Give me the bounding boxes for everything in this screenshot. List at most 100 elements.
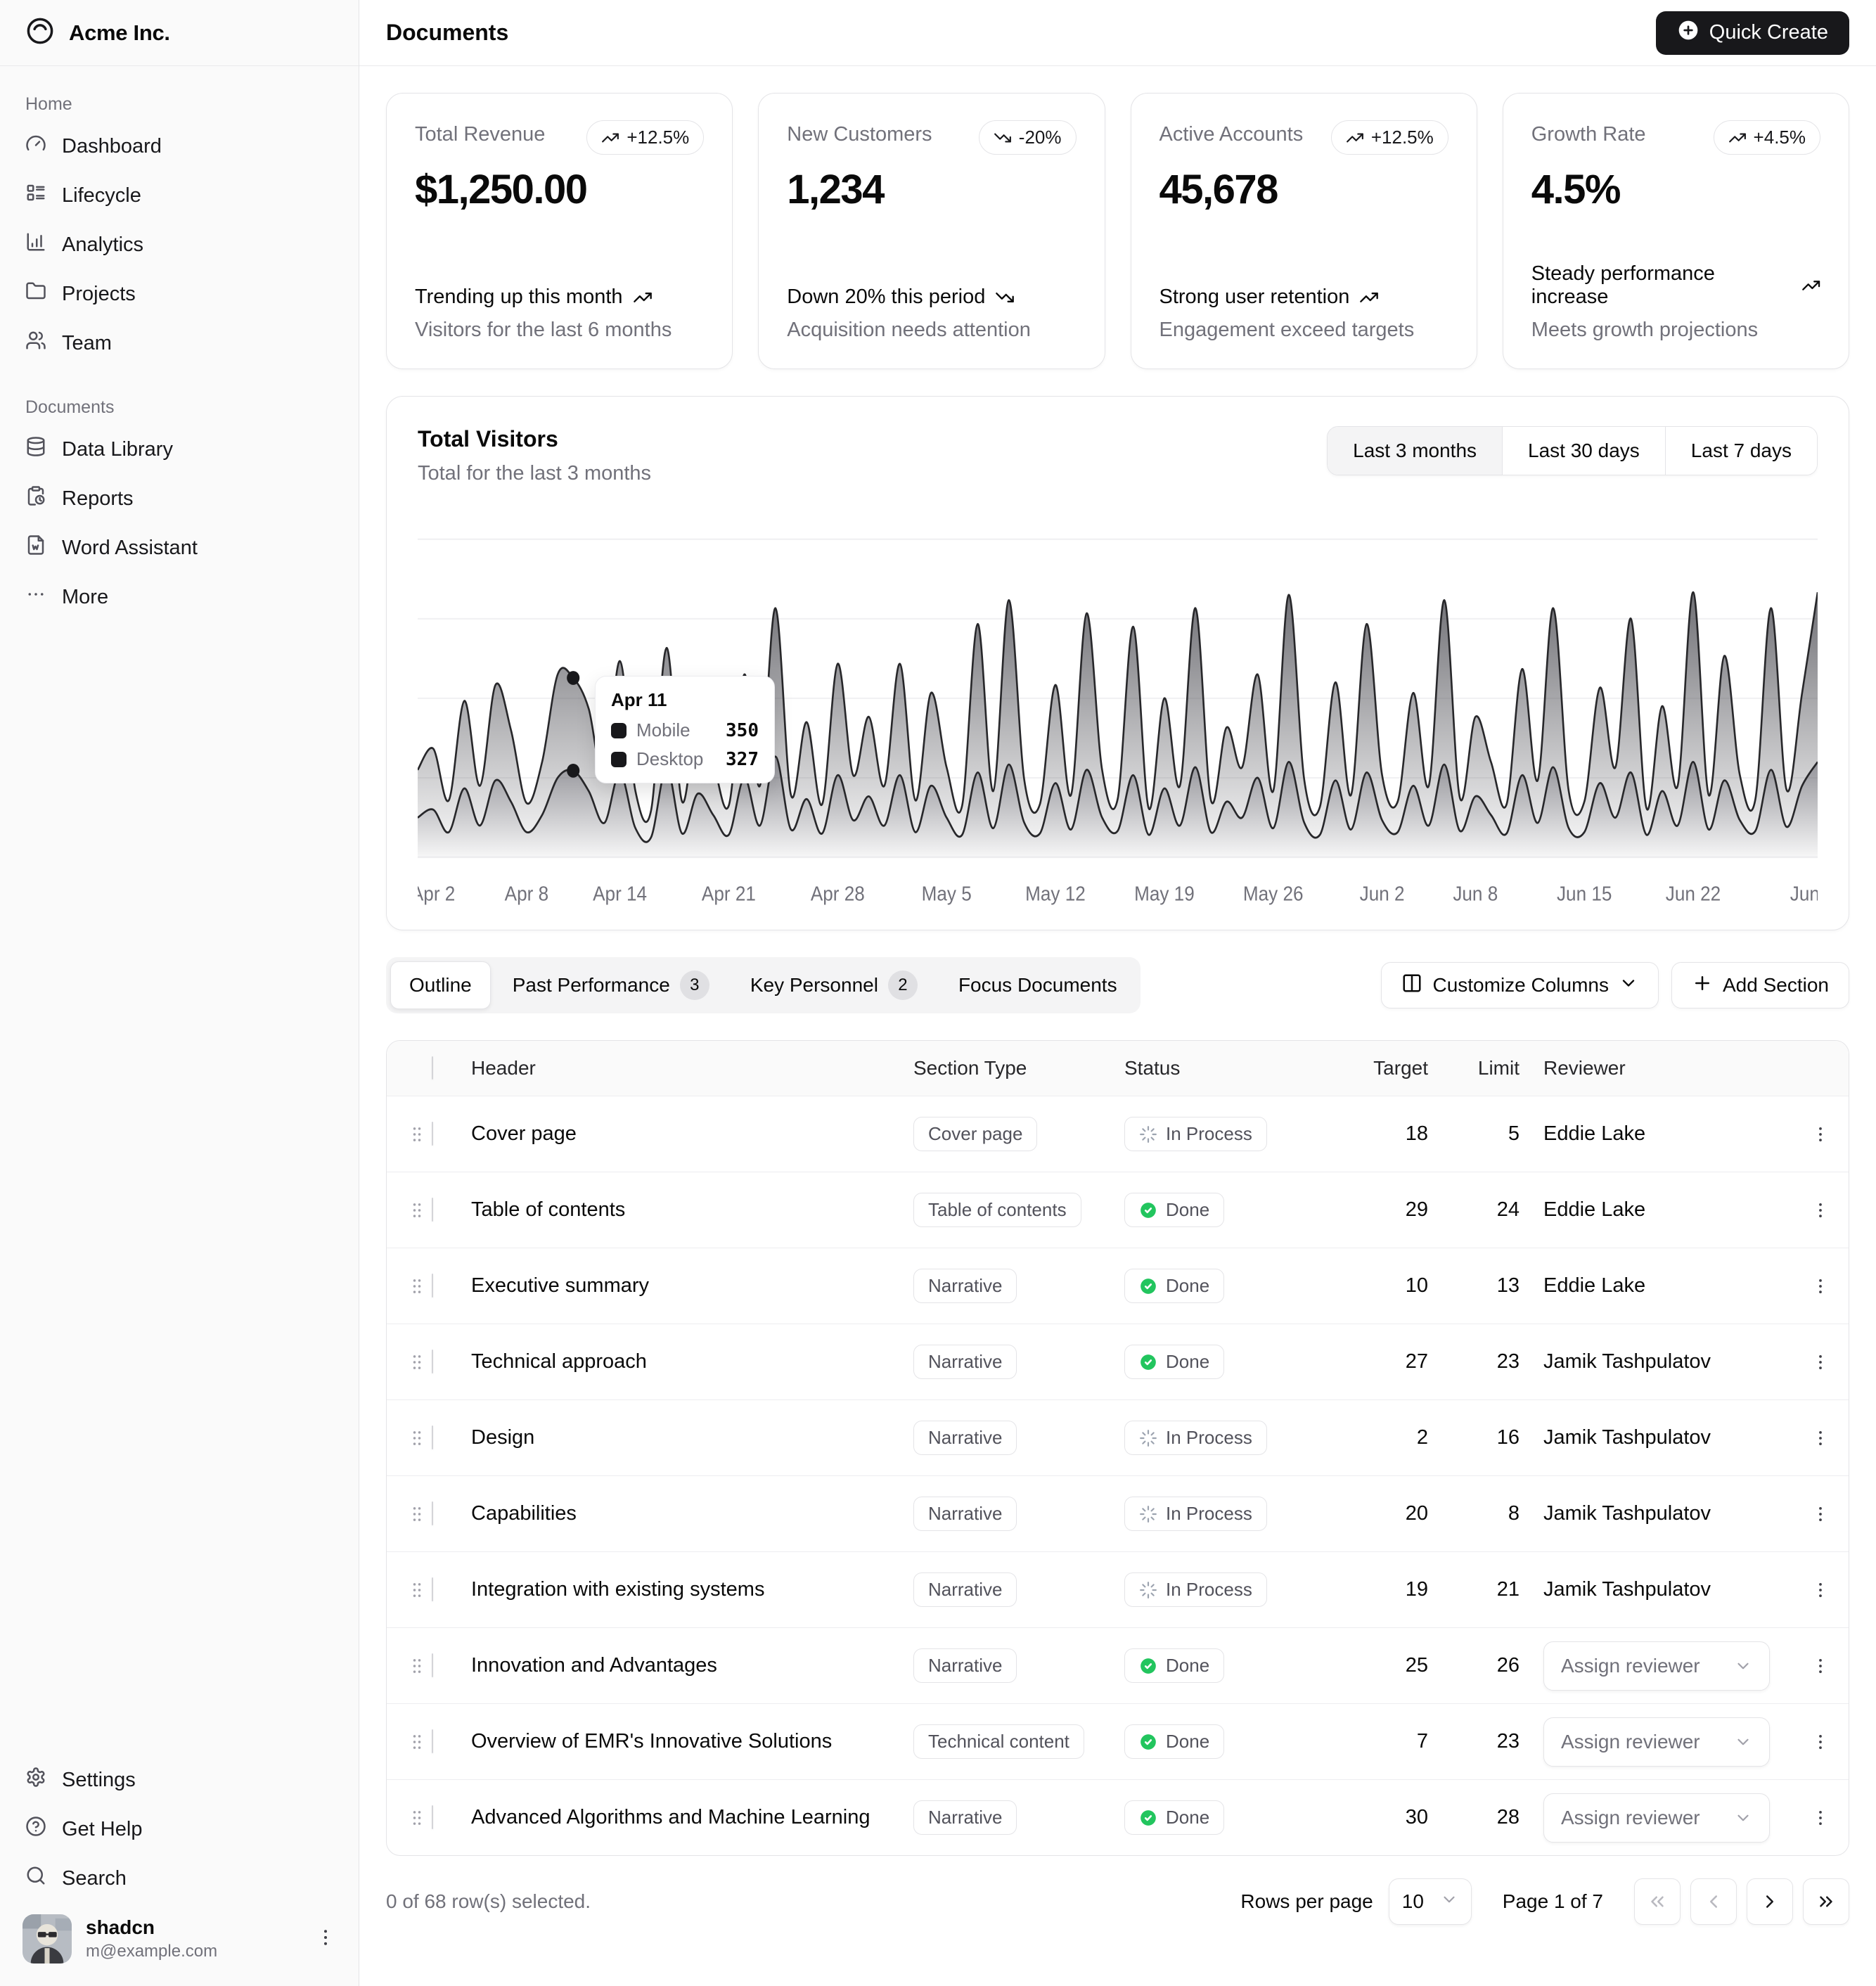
next-page-button[interactable] [1747, 1878, 1793, 1925]
svg-text:May 5: May 5 [922, 883, 972, 905]
target-cell[interactable]: 27 [1405, 1350, 1428, 1373]
target-cell[interactable]: 18 [1405, 1122, 1428, 1145]
row-menu-button[interactable] [1792, 1656, 1849, 1676]
sidebar-item-label: Reports [62, 487, 134, 510]
row-header-cell[interactable]: Design [471, 1426, 535, 1449]
sidebar-item-team[interactable]: Team [13, 319, 346, 368]
database-icon [27, 437, 45, 456]
row-checkbox[interactable] [432, 1122, 433, 1146]
rows-per-page-select[interactable]: 10 [1388, 1878, 1472, 1925]
sidebar-item-more[interactable]: More [13, 572, 346, 622]
row-checkbox[interactable] [432, 1577, 433, 1601]
assign-reviewer-select[interactable]: Assign reviewer [1543, 1793, 1770, 1843]
row-header-cell[interactable]: Advanced Algorithms and Machine Learning [471, 1806, 870, 1828]
target-cell[interactable]: 19 [1405, 1578, 1428, 1601]
limit-cell[interactable]: 24 [1496, 1198, 1520, 1221]
drag-handle[interactable] [387, 1428, 432, 1448]
user-menu-button[interactable] [315, 1927, 336, 1952]
select-all-checkbox[interactable] [432, 1056, 433, 1080]
previous-page-button[interactable] [1690, 1878, 1737, 1925]
row-header-cell[interactable]: Cover page [471, 1122, 577, 1145]
row-header-cell[interactable]: Table of contents [471, 1198, 626, 1221]
row-menu-button[interactable] [1792, 1200, 1849, 1220]
drag-handle[interactable] [387, 1504, 432, 1524]
limit-cell[interactable]: 16 [1496, 1426, 1520, 1449]
limit-cell[interactable]: 13 [1496, 1274, 1520, 1297]
add-section-button[interactable]: Add Section [1671, 962, 1849, 1008]
row-menu-button[interactable] [1792, 1125, 1849, 1144]
customize-columns-button[interactable]: Customize Columns [1381, 962, 1659, 1008]
tab-outline[interactable]: Outline [390, 961, 491, 1009]
tab-past-performance[interactable]: Past Performance 3 [494, 961, 728, 1009]
sidebar-item-word-assistant[interactable]: Word Assistant [13, 523, 346, 572]
tab-key-personnel[interactable]: Key Personnel 2 [731, 961, 937, 1009]
row-header-cell[interactable]: Integration with existing systems [471, 1578, 765, 1601]
range-tab-last-7-days[interactable]: Last 7 days [1664, 427, 1817, 475]
sidebar-item-search[interactable]: Search [13, 1854, 346, 1903]
row-menu-button[interactable] [1792, 1352, 1849, 1372]
target-cell[interactable]: 30 [1405, 1806, 1428, 1828]
last-page-button[interactable] [1803, 1878, 1849, 1925]
row-checkbox[interactable] [432, 1350, 433, 1373]
row-checkbox[interactable] [432, 1198, 433, 1222]
target-cell[interactable]: 29 [1405, 1198, 1428, 1221]
row-checkbox[interactable] [432, 1501, 433, 1525]
tab-focus-documents[interactable]: Focus Documents [939, 961, 1136, 1009]
svg-text:Jun 15: Jun 15 [1557, 883, 1612, 905]
sidebar-item-projects[interactable]: Projects [13, 269, 346, 319]
limit-cell[interactable]: 5 [1508, 1122, 1520, 1145]
limit-cell[interactable]: 23 [1496, 1730, 1520, 1753]
drag-handle[interactable] [387, 1125, 432, 1144]
quick-create-button[interactable]: Quick Create [1655, 11, 1849, 55]
row-checkbox[interactable] [432, 1653, 433, 1677]
limit-cell[interactable]: 23 [1496, 1350, 1520, 1373]
row-header-cell[interactable]: Capabilities [471, 1502, 577, 1525]
drag-handle[interactable] [387, 1352, 432, 1372]
target-cell[interactable]: 7 [1416, 1730, 1428, 1753]
row-menu-button[interactable] [1792, 1732, 1849, 1752]
limit-cell[interactable]: 26 [1496, 1654, 1520, 1677]
sidebar-item-lifecycle[interactable]: Lifecycle [13, 171, 346, 220]
row-checkbox[interactable] [432, 1426, 433, 1449]
user-row[interactable]: shadcn m@example.com [13, 1903, 346, 1975]
visitors-chart-card: Total Visitors Total for the last 3 mont… [386, 396, 1849, 930]
drag-handle[interactable] [387, 1276, 432, 1296]
sidebar-item-settings[interactable]: Settings [13, 1755, 346, 1805]
range-tab-last-30-days[interactable]: Last 30 days [1502, 427, 1665, 475]
assign-reviewer-select[interactable]: Assign reviewer [1543, 1717, 1770, 1767]
row-header-cell[interactable]: Innovation and Advantages [471, 1654, 717, 1677]
drag-handle[interactable] [387, 1656, 432, 1676]
row-menu-button[interactable] [1792, 1504, 1849, 1524]
sidebar-item-analytics[interactable]: Analytics [13, 220, 346, 269]
assign-reviewer-select[interactable]: Assign reviewer [1543, 1641, 1770, 1691]
limit-cell[interactable]: 21 [1496, 1578, 1520, 1601]
drag-handle[interactable] [387, 1200, 432, 1220]
row-menu-button[interactable] [1792, 1276, 1849, 1296]
target-cell[interactable]: 25 [1405, 1654, 1428, 1677]
row-checkbox[interactable] [432, 1274, 433, 1298]
row-header-cell[interactable]: Executive summary [471, 1274, 650, 1297]
drag-handle[interactable] [387, 1732, 432, 1752]
brand[interactable]: Acme Inc. [0, 0, 359, 66]
target-cell[interactable]: 10 [1405, 1274, 1428, 1297]
drag-handle[interactable] [387, 1808, 432, 1828]
first-page-button[interactable] [1634, 1878, 1681, 1925]
row-header-cell[interactable]: Overview of EMR's Innovative Solutions [471, 1730, 833, 1753]
sidebar-item-get-help[interactable]: Get Help [13, 1805, 346, 1854]
sidebar-item-reports[interactable]: Reports [13, 474, 346, 523]
target-cell[interactable]: 2 [1416, 1426, 1428, 1449]
row-menu-button[interactable] [1792, 1808, 1849, 1828]
row-menu-button[interactable] [1792, 1428, 1849, 1448]
target-cell[interactable]: 20 [1405, 1502, 1428, 1525]
limit-cell[interactable]: 28 [1496, 1806, 1520, 1828]
row-menu-button[interactable] [1792, 1580, 1849, 1600]
row-header-cell[interactable]: Technical approach [471, 1350, 647, 1373]
sidebar-item-data-library[interactable]: Data Library [13, 425, 346, 474]
row-checkbox[interactable] [432, 1729, 433, 1753]
trending-up-icon [633, 292, 652, 302]
sidebar-item-dashboard[interactable]: Dashboard [13, 122, 346, 171]
limit-cell[interactable]: 8 [1508, 1502, 1520, 1525]
range-tab-last-3-months[interactable]: Last 3 months [1328, 427, 1503, 475]
drag-handle[interactable] [387, 1580, 432, 1600]
row-checkbox[interactable] [432, 1805, 433, 1829]
